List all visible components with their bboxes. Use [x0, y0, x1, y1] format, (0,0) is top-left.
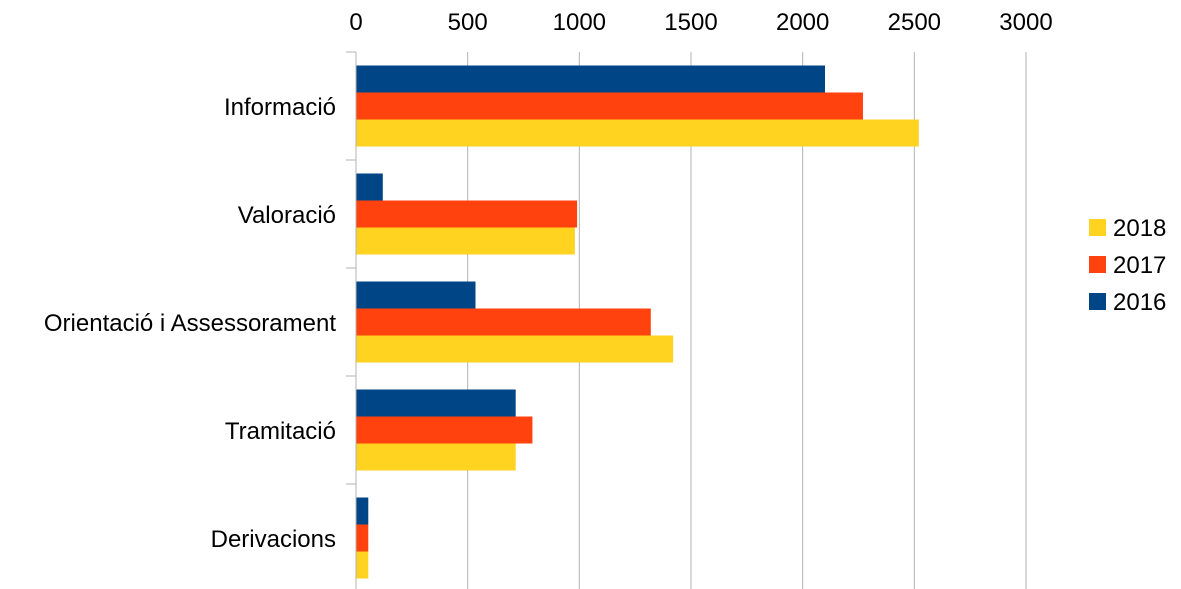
category-label: Valoració: [238, 202, 336, 229]
bar-2018: [356, 119, 919, 147]
bar-2016: [356, 281, 476, 309]
bar-2017: [356, 524, 369, 552]
category-label: Tramitació: [225, 418, 336, 445]
bar-2016: [356, 173, 383, 201]
legend-label: 2018: [1113, 215, 1166, 242]
x-tick-label: 1500: [664, 9, 717, 36]
x-tick-label: 0: [349, 9, 362, 36]
bar-2017: [356, 92, 863, 120]
bar-2018: [356, 551, 369, 579]
bar-2016: [356, 65, 825, 93]
value-axis-ticks: 0 500 1000 1500 2000 2500 3000: [349, 9, 1052, 36]
bar-2017: [356, 308, 651, 336]
legend-swatch-2016: [1089, 293, 1106, 310]
bar-2018: [356, 227, 575, 255]
x-tick-label: 1000: [553, 9, 606, 36]
x-tick-label: 2500: [888, 9, 941, 36]
bar-2017: [356, 416, 533, 444]
x-tick-label: 3000: [999, 9, 1052, 36]
category-label: Informació: [224, 94, 336, 121]
category-label: Derivacions: [211, 526, 336, 553]
legend-swatch-2018: [1089, 219, 1106, 236]
x-tick-label: 500: [448, 9, 488, 36]
bar-2018: [356, 443, 516, 471]
bar-2016: [356, 389, 516, 417]
legend-label: 2016: [1113, 289, 1166, 316]
category-axis: [346, 51, 357, 589]
legend-swatch-2017: [1089, 256, 1106, 273]
bars: [356, 65, 919, 579]
bar-2016: [356, 497, 369, 525]
bar-2017: [356, 200, 578, 228]
category-labels: Informació Valoració Orientació i Assessor…: [44, 94, 336, 553]
legend: 2018 2017 2016: [1089, 215, 1166, 316]
category-label: Orientació i Assessorament: [44, 310, 336, 337]
bar-2018: [356, 335, 674, 363]
x-tick-label: 2000: [776, 9, 829, 36]
legend-label: 2017: [1113, 252, 1166, 279]
